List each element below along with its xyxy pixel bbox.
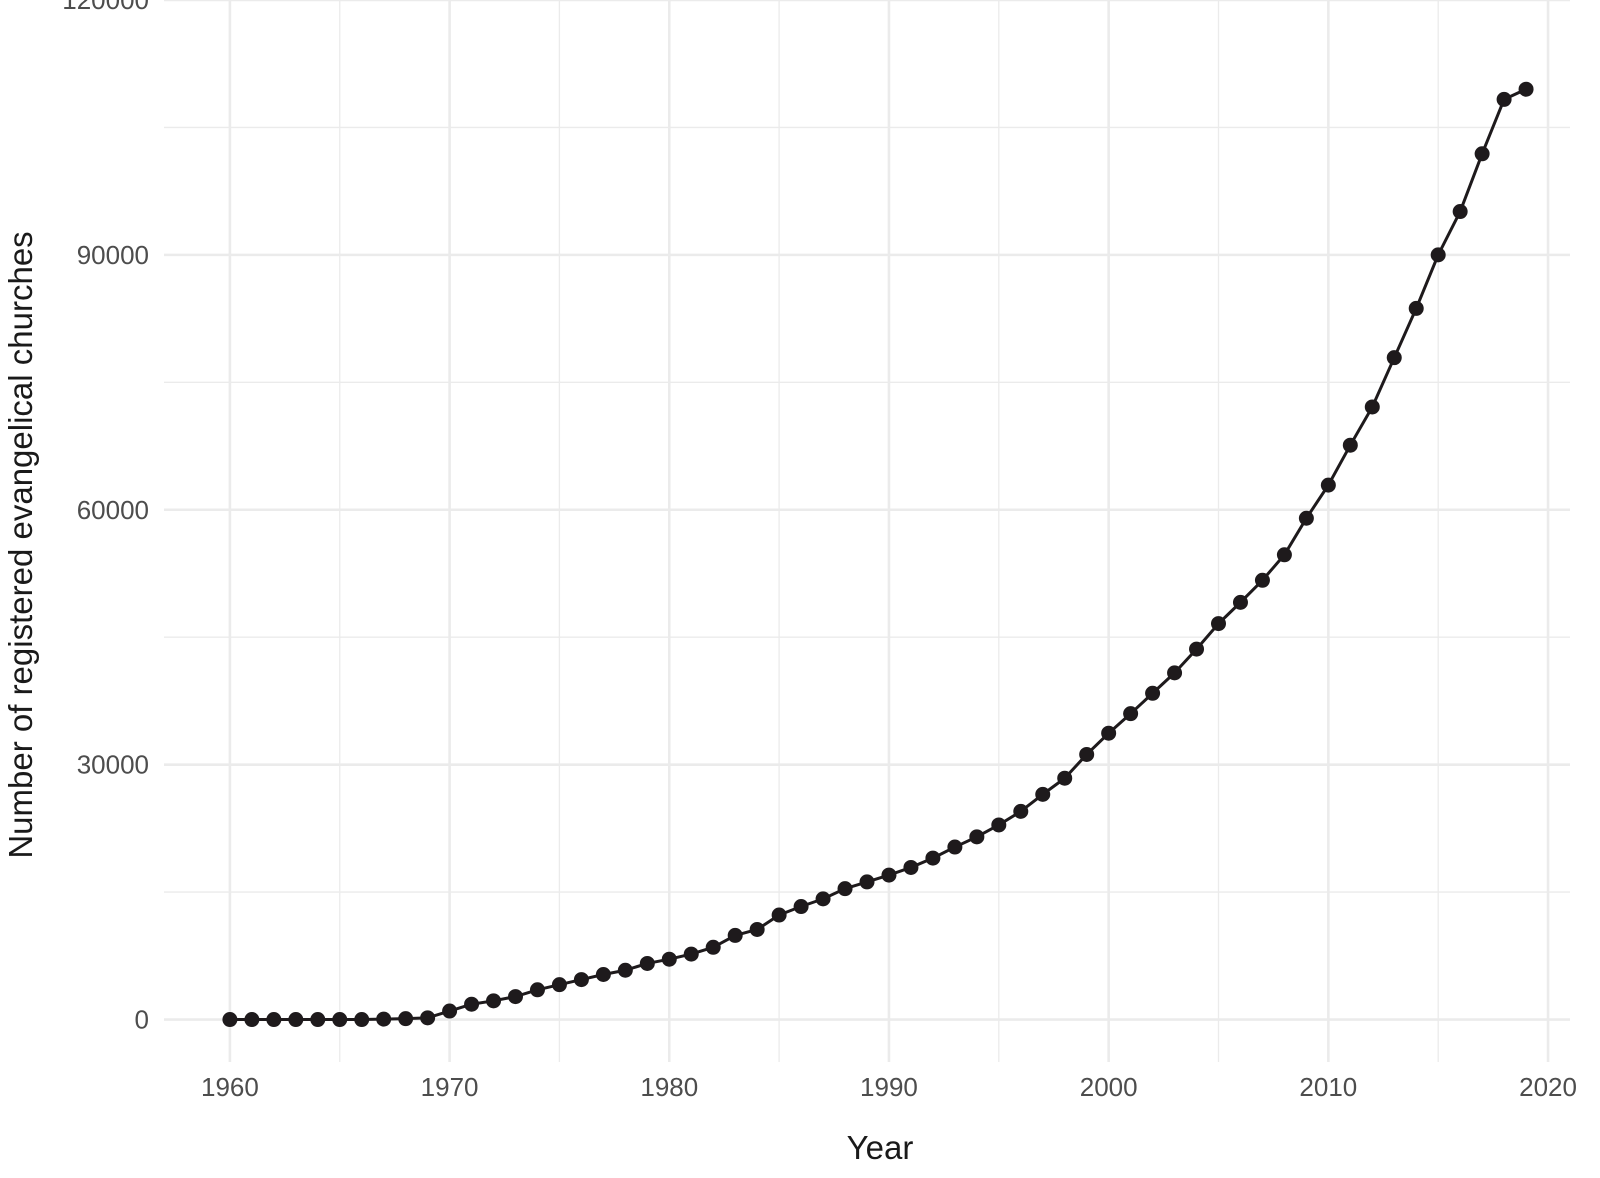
data-point	[529, 982, 545, 998]
data-point	[222, 1012, 238, 1028]
x-tick-label: 1980	[640, 1072, 698, 1102]
data-point	[859, 874, 875, 890]
data-point	[595, 966, 611, 982]
x-tick-label: 2020	[1519, 1072, 1577, 1102]
y-tick-label: 0	[135, 1005, 149, 1035]
data-point	[266, 1012, 282, 1028]
data-point	[1254, 572, 1270, 588]
data-point	[749, 921, 765, 937]
data-point	[288, 1012, 304, 1028]
x-tick-label: 1990	[860, 1072, 918, 1102]
series-group	[222, 81, 1534, 1028]
data-point	[354, 1012, 370, 1028]
data-point	[1364, 399, 1380, 415]
data-point	[486, 993, 502, 1009]
data-point	[1145, 685, 1161, 701]
data-point	[1013, 803, 1029, 819]
y-tick-label: 90000	[77, 240, 149, 270]
data-point	[1474, 146, 1490, 162]
data-point	[1123, 706, 1139, 722]
x-tick-label: 2010	[1299, 1072, 1357, 1102]
data-point	[1057, 770, 1073, 786]
data-point	[1276, 547, 1292, 563]
data-point	[398, 1011, 414, 1027]
y-tick-label: 60000	[77, 495, 149, 525]
data-point	[420, 1010, 436, 1026]
data-point	[1211, 616, 1226, 632]
data-point	[661, 951, 677, 967]
data-point	[969, 829, 985, 845]
data-point	[793, 899, 809, 915]
x-tick-label: 1970	[421, 1072, 479, 1102]
x-axis-tick-labels: 1960 1970 1980 1990 2000 2010 2020	[201, 1072, 1577, 1102]
data-point	[1035, 786, 1051, 802]
data-point	[1079, 746, 1095, 762]
data-point	[310, 1012, 326, 1028]
x-axis-title: Year	[847, 1129, 914, 1166]
y-axis-title: Number of registered evangelical churche…	[2, 231, 39, 858]
x-tick-label: 1960	[201, 1072, 259, 1102]
data-point	[1298, 510, 1314, 526]
data-point	[1232, 594, 1248, 610]
data-point	[705, 939, 721, 955]
data-point	[1408, 300, 1424, 316]
data-point	[464, 996, 480, 1012]
y-axis-tick-labels: 0 30000 60000 90000 120000	[62, 0, 149, 1035]
data-point	[551, 977, 567, 993]
data-point	[683, 946, 699, 962]
series-line	[229, 87, 1527, 1022]
data-point	[1518, 81, 1534, 97]
data-point	[815, 891, 831, 907]
y-tick-label: 30000	[77, 750, 149, 780]
data-point	[1496, 91, 1512, 107]
data-point	[1452, 204, 1468, 220]
data-point	[1342, 437, 1358, 453]
data-point	[244, 1012, 260, 1028]
data-point	[442, 1003, 458, 1019]
data-point	[1320, 477, 1336, 493]
data-point	[1189, 641, 1205, 657]
data-point	[508, 989, 523, 1005]
data-point	[991, 817, 1007, 833]
data-point	[573, 972, 589, 988]
data-point	[837, 881, 853, 897]
data-point	[376, 1011, 392, 1027]
data-point	[639, 955, 655, 971]
plot-grid	[164, 0, 1570, 1062]
data-point	[1386, 350, 1402, 366]
data-point	[947, 839, 963, 855]
data-point	[771, 907, 787, 923]
data-point	[332, 1012, 348, 1028]
data-point	[1101, 725, 1117, 741]
data-point	[727, 927, 743, 943]
data-point	[881, 867, 897, 883]
y-tick-label: 120000	[62, 0, 149, 15]
data-point	[617, 962, 633, 978]
x-tick-label: 2000	[1080, 1072, 1138, 1102]
data-point	[903, 859, 919, 875]
data-point	[1167, 665, 1183, 681]
data-point	[925, 850, 941, 866]
data-point	[1430, 247, 1446, 263]
